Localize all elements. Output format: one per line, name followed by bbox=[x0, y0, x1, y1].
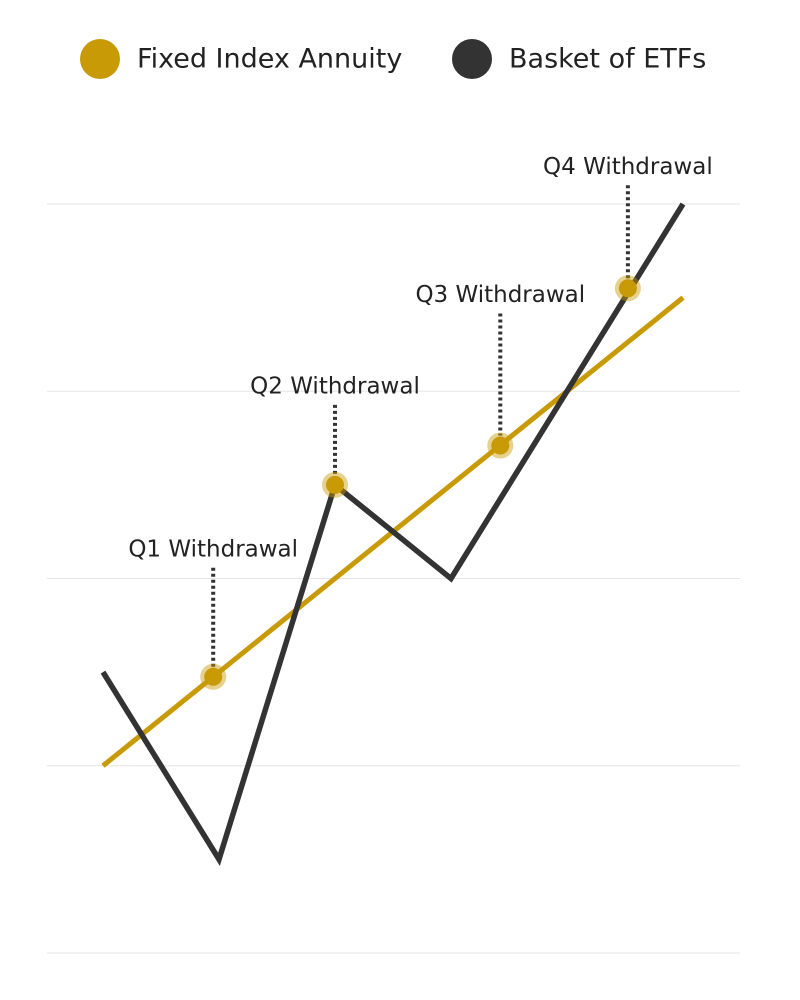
annotation-point bbox=[491, 436, 510, 455]
annotation-point bbox=[204, 667, 223, 686]
legend-swatch bbox=[80, 39, 120, 79]
legend-swatch bbox=[452, 39, 492, 79]
legend-label: Basket of ETFs bbox=[509, 44, 706, 75]
legend-label: Fixed Index Annuity bbox=[137, 44, 402, 75]
annotation-label: Q4 Withdrawal bbox=[543, 154, 713, 180]
annotation-label: Q1 Withdrawal bbox=[128, 536, 298, 562]
annotation-label: Q3 Withdrawal bbox=[415, 282, 585, 308]
annotation-point bbox=[326, 475, 344, 494]
series-line bbox=[100, 202, 686, 866]
annotation-label: Q2 Withdrawal bbox=[250, 373, 420, 399]
annotation-point bbox=[618, 279, 637, 298]
